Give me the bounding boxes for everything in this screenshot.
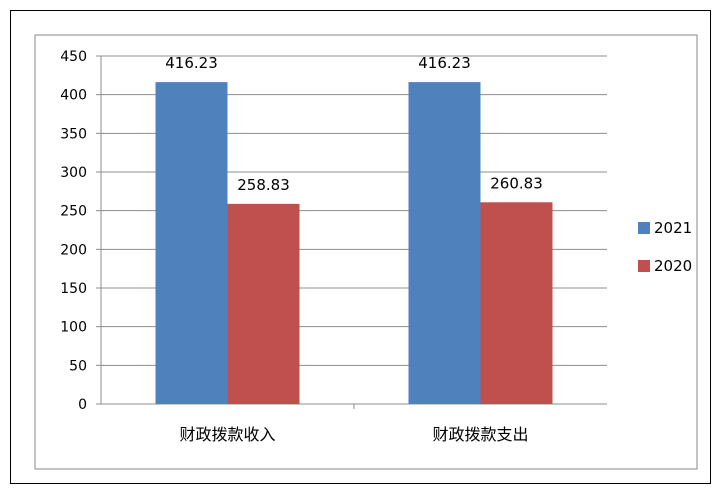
legend-label: 2021 bbox=[654, 219, 692, 237]
y-tick-label: 250 bbox=[60, 204, 87, 220]
legend-swatch bbox=[638, 222, 650, 234]
chart-frame: 0 50 100 150 200 250 300 350 400 450 416.23 258.83… bbox=[10, 10, 711, 484]
y-tick-label: 300 bbox=[60, 165, 87, 181]
y-tick-label: 100 bbox=[60, 320, 87, 336]
x-category-label: 财政拨款收入 bbox=[179, 425, 275, 444]
data-label: 416.23 bbox=[418, 54, 471, 72]
bar-chart: 0 50 100 150 200 250 300 350 400 450 416.23 258.83… bbox=[34, 34, 698, 470]
y-tick-label: 0 bbox=[78, 397, 87, 413]
y-tick-label: 350 bbox=[60, 126, 87, 142]
legend-swatch bbox=[638, 260, 650, 272]
y-tick-label: 50 bbox=[69, 358, 87, 374]
data-label: 260.83 bbox=[490, 174, 543, 192]
data-label: 416.23 bbox=[165, 54, 218, 72]
x-category-label: 财政拨款支出 bbox=[432, 425, 528, 444]
y-tick-label: 200 bbox=[60, 242, 87, 258]
y-tick-label: 150 bbox=[60, 281, 87, 297]
bar-2021-0 bbox=[155, 82, 228, 404]
bar-2020-0 bbox=[227, 203, 300, 404]
bar-2021-1 bbox=[408, 82, 481, 404]
bar-2020-1 bbox=[480, 202, 553, 404]
data-label: 258.83 bbox=[237, 176, 290, 194]
legend-label: 2020 bbox=[654, 257, 692, 275]
plot-area bbox=[34, 34, 698, 470]
y-tick-label: 450 bbox=[60, 49, 87, 65]
y-tick-label: 400 bbox=[60, 88, 87, 104]
